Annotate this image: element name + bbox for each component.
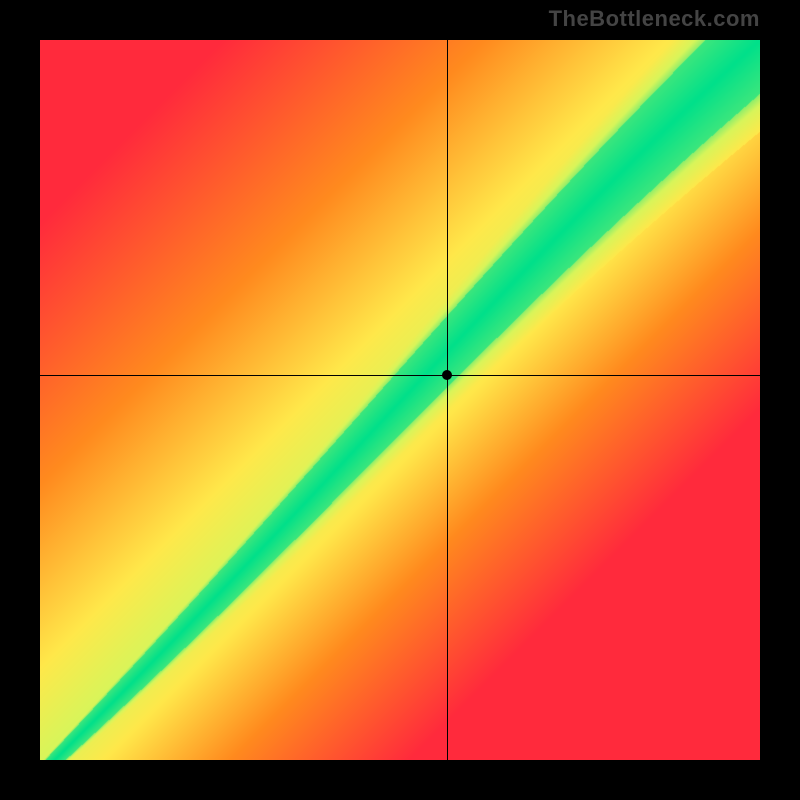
plot-area	[40, 40, 760, 760]
watermark-text: TheBottleneck.com	[549, 6, 760, 32]
heatmap-canvas	[40, 40, 760, 760]
crosshair-horizontal	[40, 375, 760, 376]
crosshair-vertical	[447, 40, 448, 760]
crosshair-marker	[442, 370, 452, 380]
